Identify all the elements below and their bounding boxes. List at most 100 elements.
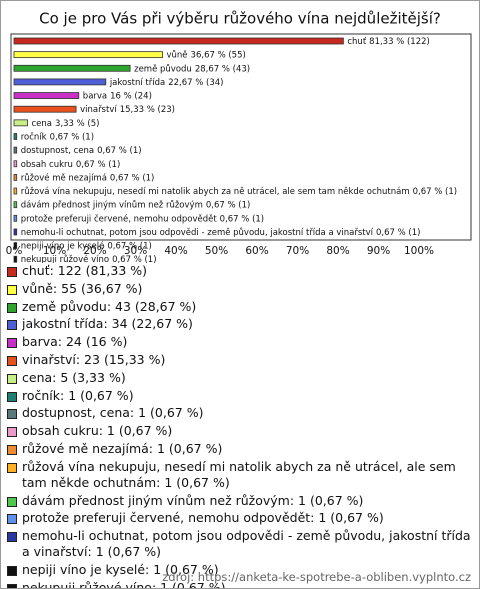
bar xyxy=(13,78,107,86)
x-tick-label: 70% xyxy=(286,245,309,257)
legend-item: jakostní třída: 34 (22,67 %) xyxy=(7,316,473,332)
bar-label: dostupnost, cena 0,67 % (1) xyxy=(21,146,142,156)
value-label: 0,67 % (1) xyxy=(220,214,264,224)
legend-label: ročník: 1 (0,67 %) xyxy=(22,387,134,403)
value-label: 81,33 % (122) xyxy=(369,37,430,47)
bar xyxy=(13,214,18,222)
legend-label: obsah cukru: 1 (0,67 %) xyxy=(22,423,173,439)
legend-swatch xyxy=(7,496,17,507)
bar-category: růžové mě nezajímá xyxy=(21,172,107,183)
legend-item: vinařství: 23 (15,33 %) xyxy=(7,352,473,368)
legend-swatch xyxy=(7,391,17,402)
bar-label: země původu 28,67 % (43) xyxy=(134,63,250,74)
legend-label: nepiji víno je kyselé: 1 (0,67 %) xyxy=(22,561,219,577)
value-label: 0,67 % (1) xyxy=(376,227,420,237)
value-label: 16 % (24) xyxy=(110,91,152,101)
bar xyxy=(13,105,77,113)
value-label: 0,67 % (1) xyxy=(50,132,94,142)
bar xyxy=(13,92,80,99)
bar xyxy=(13,228,18,236)
bar-category: barva xyxy=(83,91,107,101)
legend-item: země původu: 43 (28,67 %) xyxy=(7,299,473,315)
legend-swatch xyxy=(7,462,17,473)
legend-label: cena: 5 (3,33 %) xyxy=(22,369,126,385)
bar-label: jakostní třída 22,67 % (34) xyxy=(109,77,224,87)
chart: Co je pro Vás při výběru růžového vína n… xyxy=(6,10,472,265)
bar xyxy=(13,37,344,45)
legend-label: jakostní třída: 34 (22,67 %) xyxy=(22,316,193,332)
legend-swatch xyxy=(7,583,17,588)
legend-swatch xyxy=(7,565,17,576)
legend-label: nekupuji růžové víno: 1 (0,67 %) xyxy=(22,579,226,589)
x-tick-label: 30% xyxy=(124,245,147,257)
value-label: 0,67 % (1) xyxy=(97,146,141,156)
x-tick-label: 40% xyxy=(164,245,187,257)
legend-label: protože preferuji červené, nemohu odpově… xyxy=(22,510,384,526)
legend-item: obsah cukru: 1 (0,67 %) xyxy=(7,423,473,439)
bar-category: nekupuji růžové víno xyxy=(21,254,109,263)
bar-category: růžová vína nekupuju, nesedí mi natolik … xyxy=(21,186,410,197)
bar xyxy=(13,64,131,72)
legend-label: dávám přednost jiným vínům než růžovým: … xyxy=(22,492,364,508)
bar-label: obsah cukru 0,67 % (1) xyxy=(21,159,121,169)
value-label: 0,67 % (1) xyxy=(206,200,250,210)
legend-item: růžové mě nezajímá: 1 (0,67 %) xyxy=(7,441,473,457)
legend-swatch xyxy=(7,338,17,349)
legend-label: země původu: 43 (28,67 %) xyxy=(22,298,197,314)
bar xyxy=(13,201,18,209)
legend-item: nepiji víno je kyselé: 1 (0,67 %) xyxy=(7,562,473,578)
legend-item: ročník: 1 (0,67 %) xyxy=(7,388,473,404)
bar-label: vinařství 15,33 % (23) xyxy=(80,105,175,115)
legend-item: chuť: 122 (81,33 %) xyxy=(7,263,473,279)
bar xyxy=(13,146,18,154)
bar xyxy=(13,187,18,195)
legend-item: nekupuji růžové víno: 1 (0,67 %) xyxy=(7,579,473,589)
bar xyxy=(13,119,28,127)
value-label: 0,67 % (1) xyxy=(76,159,120,169)
bar-label: nemohu-li ochutnat, potom jsou odpovědi … xyxy=(21,226,421,237)
legend-swatch xyxy=(7,373,17,384)
bar-category: protože preferuji červené, nemohu odpově… xyxy=(21,213,218,224)
legend-swatch xyxy=(7,302,17,313)
legend-label: nemohu-li ochutnat, potom jsou odpovědi … xyxy=(22,528,471,560)
value-label: 0,67 % (1) xyxy=(413,187,457,197)
chart-title: Co je pro Vás při výběru růžového vína n… xyxy=(39,10,441,28)
value-label: 36,67 % (55) xyxy=(191,50,246,60)
x-tick-label: 60% xyxy=(245,245,268,257)
legend-item: protože preferuji červené, nemohu odpově… xyxy=(7,510,473,526)
value-label: 0,67 % (1) xyxy=(107,241,151,251)
legend-swatch xyxy=(7,284,17,295)
x-tick-label: 100% xyxy=(404,245,434,257)
legend-label: chuť: 122 (81,33 %) xyxy=(22,263,148,278)
value-label: 0,67 % (1) xyxy=(112,255,156,263)
bar-category: dávám přednost jiným vínům než růžovým xyxy=(21,199,203,210)
legend-item: nemohu-li ochutnat, potom jsou odpovědi … xyxy=(7,528,473,560)
legend-item: vůně: 55 (36,67 %) xyxy=(7,281,473,297)
bar-label: protože preferuji červené, nemohu odpově… xyxy=(21,213,264,224)
bar xyxy=(13,255,18,263)
bar xyxy=(13,160,18,168)
value-label: 15,33 % (23) xyxy=(120,105,175,115)
bar-label: růžové mě nezajímá 0,67 % (1) xyxy=(21,172,155,183)
legend-label: vinařství: 23 (15,33 %) xyxy=(22,351,166,367)
legend-swatch xyxy=(7,427,17,438)
legend-item: dávám přednost jiným vínům než růžovým: … xyxy=(7,493,473,509)
bar-label: vůně 36,67 % (55) xyxy=(167,49,246,60)
legend-label: růžová vína nekupuju, nesedí mi natolik … xyxy=(22,458,456,490)
x-tick-label: 80% xyxy=(326,245,349,257)
bar-category: dostupnost, cena xyxy=(21,146,94,156)
x-tick-label: 20% xyxy=(83,245,106,257)
legend-swatch xyxy=(7,532,17,543)
x-tick-label: 50% xyxy=(205,245,228,257)
value-label: 3,33 % (5) xyxy=(55,118,99,128)
legend-item: dostupnost, cena: 1 (0,67 %) xyxy=(7,405,473,421)
bar-category: ročník xyxy=(21,131,47,142)
bar-label: barva 16 % (24) xyxy=(83,91,152,101)
legend-swatch xyxy=(7,355,17,366)
legend-item: cena: 5 (3,33 %) xyxy=(7,370,473,386)
bar-category: nemohu-li ochutnat, potom jsou odpovědi … xyxy=(21,226,374,237)
bar-label: chuť 81,33 % (122) xyxy=(347,37,429,47)
bar-label: dávám přednost jiným vínům než růžovým 0,… xyxy=(21,199,251,210)
bar-category: jakostní třída xyxy=(109,77,165,87)
